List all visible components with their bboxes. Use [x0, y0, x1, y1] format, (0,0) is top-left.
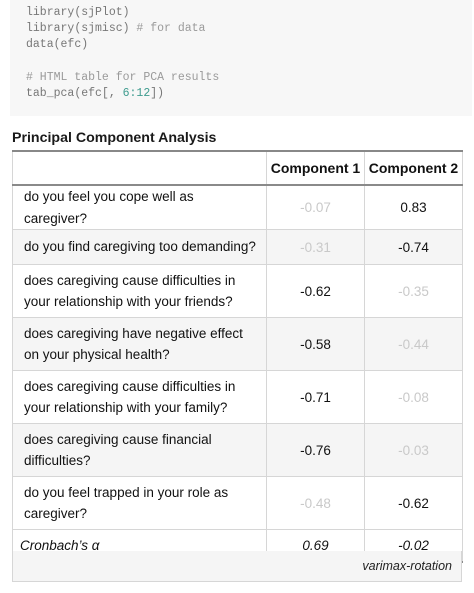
table-row: does caregiving cause difficulties in yo… [12, 370, 463, 424]
table-row: do you feel you cope well as caregiver? … [12, 184, 463, 230]
table-row: do you feel trapped in your role as care… [12, 476, 463, 530]
row-label: does caregiving cause difficulties in yo… [12, 370, 267, 424]
code-line: library(sjmisc) # for data [26, 21, 472, 37]
code-line-blank [26, 54, 472, 70]
code-number: 6:12 [122, 86, 151, 100]
code-args: (efc[, [74, 86, 123, 100]
pca-table: Component 1 Component 2 do you feel you … [12, 150, 463, 563]
header-row: Component 1 Component 2 [12, 150, 463, 186]
component-1-value: -0.71 [266, 370, 365, 424]
table-caption: Principal Component Analysis [12, 130, 217, 146]
row-label: does caregiving have negative effect on … [12, 317, 267, 371]
component-2-value: -0.44 [364, 317, 463, 371]
code-function: data [26, 38, 54, 52]
code-line: data(efc) [26, 37, 472, 53]
rotation-footnote: varimax-rotation [12, 551, 462, 582]
table-row: does caregiving cause difficulties in yo… [12, 264, 463, 318]
code-function: tab_pca [26, 86, 75, 100]
code-line: library(sjPlot) [26, 5, 472, 21]
table-row: does caregiving have negative effect on … [12, 317, 463, 371]
code-function: library [26, 6, 75, 19]
component-1-value: -0.62 [266, 264, 365, 318]
row-label: do you feel you cope well as caregiver? [12, 184, 267, 230]
code-line: tab_pca(efc[, 6:12]) [26, 86, 472, 102]
code-comment: # HTML table for PCA results [26, 70, 220, 84]
code-args: (sjPlot) [74, 6, 130, 19]
code-line: # HTML table for PCA results [26, 70, 472, 86]
header-empty-cell [12, 150, 267, 186]
component-1-value: -0.31 [266, 229, 365, 265]
code-block: library(sjPlot) library(sjmisc) # for da… [10, 0, 472, 116]
component-2-value: -0.62 [364, 476, 463, 530]
table-row: do you find caregiving too demanding? -0… [12, 229, 463, 265]
row-label: does caregiving cause difficulties in yo… [12, 264, 267, 318]
component-1-value: -0.48 [266, 476, 365, 530]
component-2-value: -0.08 [364, 370, 463, 424]
row-label: do you feel trapped in your role as care… [12, 476, 267, 530]
header-component-1: Component 1 [266, 150, 365, 186]
component-2-value: 0.83 [364, 184, 463, 230]
table-row: does caregiving cause financial difficul… [12, 423, 463, 477]
component-1-value: -0.58 [266, 317, 365, 371]
component-1-value: -0.07 [266, 184, 365, 230]
code-args: (efc) [53, 38, 89, 52]
code-function: library [26, 22, 75, 36]
row-label: do you find caregiving too demanding? [12, 229, 267, 265]
component-1-value: -0.76 [266, 423, 365, 477]
component-2-value: -0.74 [364, 229, 463, 265]
code-comment: # for data [129, 22, 206, 36]
component-2-value: -0.35 [364, 264, 463, 318]
code-args: ]) [150, 86, 165, 100]
component-2-value: -0.03 [364, 423, 463, 477]
code-args: (sjmisc) [74, 22, 130, 36]
header-component-2: Component 2 [364, 150, 463, 186]
row-label: does caregiving cause financial difficul… [12, 423, 267, 477]
